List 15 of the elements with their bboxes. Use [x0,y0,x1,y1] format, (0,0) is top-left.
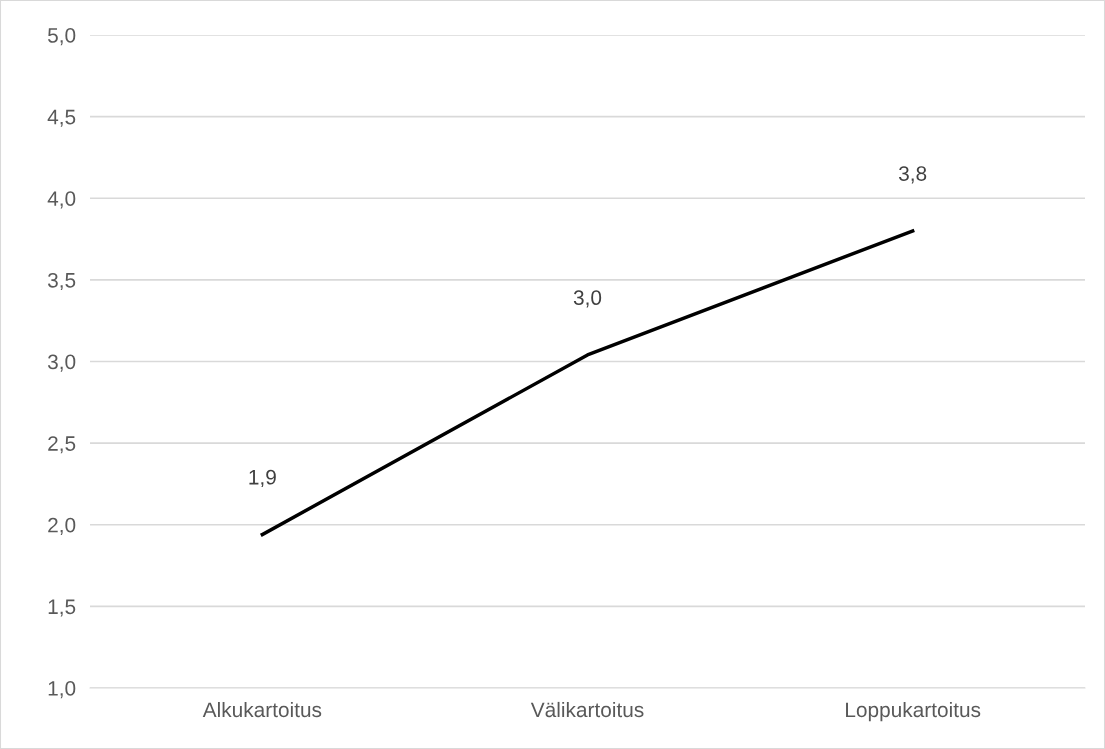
x-tick-label: Loppukartoitus [846,701,981,722]
y-tick-label: 1,5 [48,599,76,617]
data-label: 1,9 [249,469,276,488]
y-tick-label: 2,5 [48,436,76,454]
data-label: 3,8 [898,166,927,184]
x-tick-label: Välikartoitus [530,701,644,718]
y-tick-label: 3,0 [47,354,76,372]
y-tick-label: 5,0 [47,28,76,46]
y-tick-label: 2,0 [48,517,76,535]
y-tick-label: 4,5 [47,109,76,127]
y-tick-label: 1,0 [48,681,76,699]
y-tick-label: 3,5 [47,272,76,291]
y-tick-label: 4,0 [47,191,76,209]
data-label: 3,0 [573,290,602,308]
x-tick-label: Alkukartoitus [202,701,322,718]
